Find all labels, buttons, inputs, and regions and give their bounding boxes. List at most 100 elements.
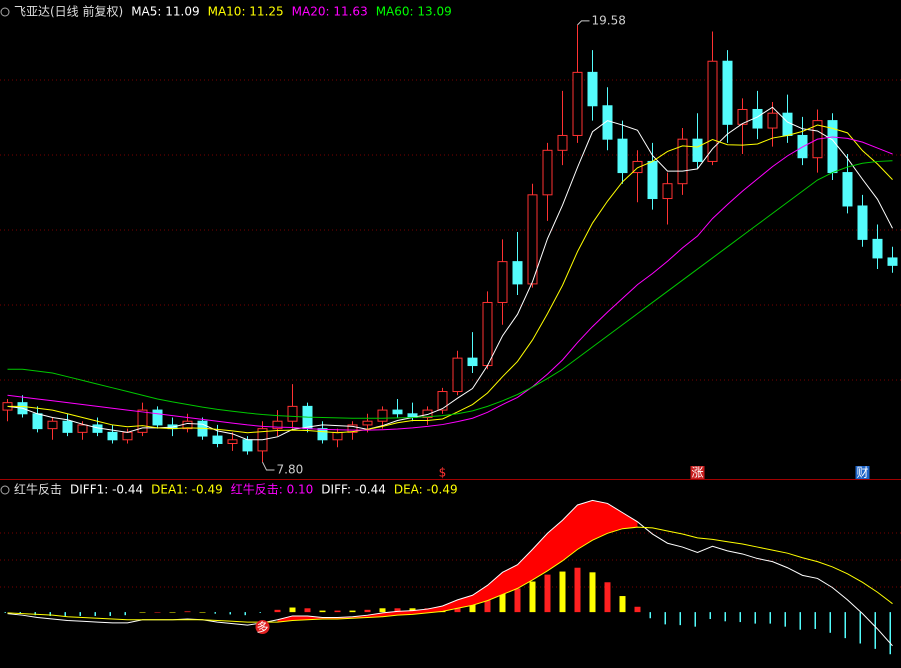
bull-area bbox=[292, 615, 308, 621]
macd-bar bbox=[154, 612, 161, 613]
dea-line bbox=[7, 526, 893, 623]
legend-entry: DIFF: -0.44 bbox=[321, 483, 386, 497]
macd-bar bbox=[844, 612, 846, 639]
annotation-arrow bbox=[577, 20, 590, 26]
candle-body bbox=[452, 357, 463, 393]
macd-bar bbox=[124, 612, 126, 616]
macd-bar bbox=[214, 612, 216, 614]
candle-body bbox=[32, 413, 43, 430]
legend-entry: DEA: -0.49 bbox=[394, 483, 458, 497]
macd-bar bbox=[199, 612, 206, 613]
bull-area bbox=[457, 595, 473, 609]
macd-bar bbox=[799, 612, 801, 630]
candle-body bbox=[572, 71, 583, 136]
candle-body bbox=[227, 439, 238, 444]
bull-area bbox=[472, 585, 488, 606]
bull-area bbox=[367, 612, 383, 618]
menu-icon[interactable] bbox=[0, 7, 10, 17]
candle-body bbox=[782, 112, 793, 136]
macd-bar bbox=[604, 582, 611, 613]
macd-bar bbox=[469, 602, 476, 613]
macd-bar bbox=[619, 596, 626, 613]
macd-bar bbox=[724, 612, 726, 622]
candle-body bbox=[767, 112, 778, 129]
macd-bar bbox=[169, 612, 176, 613]
candle-body bbox=[587, 71, 598, 107]
macd-bar bbox=[874, 612, 876, 649]
bull-area bbox=[532, 533, 548, 580]
macd-bar bbox=[289, 607, 296, 613]
candle-body bbox=[632, 160, 643, 174]
macd-bar bbox=[19, 612, 21, 614]
macd-bar bbox=[859, 612, 861, 644]
bull-area bbox=[592, 500, 608, 541]
macd-bar bbox=[304, 608, 311, 613]
macd-bar bbox=[244, 612, 246, 616]
candle-body bbox=[392, 409, 403, 415]
macd-bar bbox=[829, 612, 831, 633]
macd-bar bbox=[694, 612, 696, 627]
candle-body bbox=[722, 60, 733, 125]
macd-bar bbox=[589, 572, 596, 613]
candle-body bbox=[467, 357, 478, 367]
bull-area bbox=[517, 549, 533, 589]
macd-bar bbox=[259, 612, 261, 613]
macd-bar bbox=[484, 596, 491, 613]
event-marker-label: 财 bbox=[856, 466, 868, 480]
macd-bar bbox=[49, 612, 51, 616]
candle-body bbox=[512, 261, 523, 285]
legend-entry: DIFF1: -0.44 bbox=[70, 483, 143, 497]
candle-body bbox=[422, 409, 433, 419]
candle-body bbox=[77, 424, 88, 433]
candle-body bbox=[842, 172, 853, 207]
legend-entry: 红牛反击 bbox=[14, 482, 62, 497]
signal-marker-label: 多 bbox=[256, 621, 268, 635]
ma-line bbox=[7, 136, 893, 431]
candle-body bbox=[212, 435, 223, 444]
macd-bar bbox=[184, 611, 191, 613]
candle-body bbox=[737, 108, 748, 125]
macd-bar bbox=[379, 608, 386, 613]
candle-body bbox=[542, 149, 553, 196]
macd-bar bbox=[784, 612, 786, 627]
macd-bar bbox=[319, 610, 326, 613]
event-marker-label: 涨 bbox=[691, 465, 703, 480]
macd-bar bbox=[559, 571, 566, 613]
macd-bar bbox=[499, 589, 506, 613]
candle-body bbox=[617, 138, 628, 174]
macd-bar bbox=[769, 612, 771, 624]
macd-bar bbox=[394, 608, 401, 613]
bull-area bbox=[562, 504, 578, 561]
macd-bar bbox=[4, 612, 6, 613]
signal-marker bbox=[255, 620, 270, 634]
legend-entry: MA60: 13.09 bbox=[376, 5, 452, 19]
macd-bar bbox=[34, 612, 36, 616]
candle-body bbox=[332, 431, 343, 441]
candle-body bbox=[242, 439, 253, 452]
candle-body bbox=[707, 60, 718, 162]
candle-body bbox=[152, 409, 163, 426]
candle-body bbox=[137, 409, 148, 433]
annotation-arrow bbox=[262, 461, 275, 471]
legend-entry: 红牛反击: 0.10 bbox=[231, 482, 314, 497]
macd-bar bbox=[529, 581, 536, 613]
macd-bar bbox=[139, 612, 146, 613]
candle-body bbox=[362, 420, 373, 426]
macd-bar bbox=[634, 606, 641, 613]
ma-line bbox=[7, 124, 893, 434]
legend-entry: DEA1: -0.49 bbox=[151, 483, 223, 497]
menu-icon[interactable] bbox=[0, 485, 10, 495]
candle-body bbox=[287, 405, 298, 422]
macd-bar bbox=[679, 612, 681, 626]
macd-bar bbox=[64, 612, 66, 616]
bull-area bbox=[487, 572, 503, 601]
macd-bar bbox=[514, 588, 521, 613]
macd-bar bbox=[754, 612, 756, 624]
candle-body bbox=[857, 205, 868, 240]
bull-area bbox=[547, 520, 563, 571]
event-marker bbox=[690, 466, 705, 479]
annotation-label: 19.58 bbox=[592, 13, 626, 27]
macd-bar bbox=[229, 612, 231, 615]
candle-body bbox=[527, 194, 538, 285]
